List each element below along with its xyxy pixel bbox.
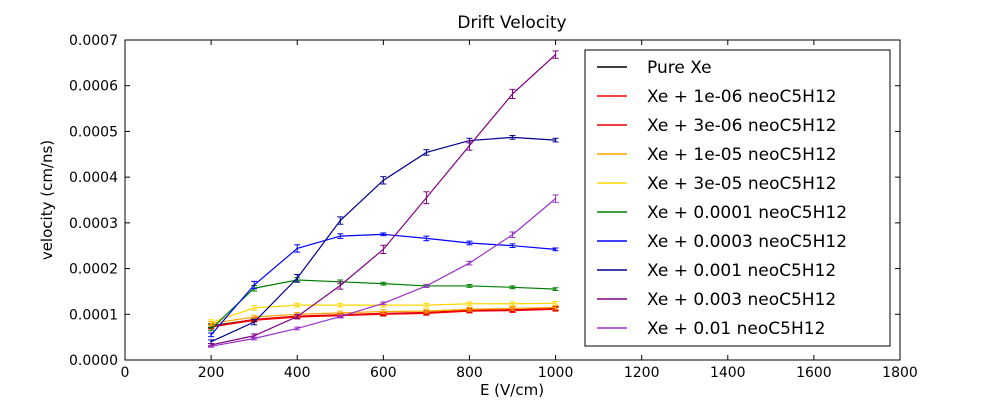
y-tick-label: 0.0004 (69, 170, 118, 186)
data-point (210, 334, 212, 336)
legend-label: Xe + 0.001 neoC5H12 (647, 261, 836, 281)
plot-area: 0 200 400 600 800 1000 1200 1400 1600 1800 0.0000 0… (69, 33, 918, 381)
data-point (554, 53, 557, 56)
plot-frame (124, 39, 901, 361)
x-tick-label: 0 (121, 365, 130, 381)
y-axis-label: velocity (cm/ns) (38, 140, 56, 260)
data-point (511, 244, 514, 247)
x-tick-label: 200 (198, 365, 225, 381)
chart-title: Drift Velocity (457, 13, 566, 33)
data-point (468, 144, 471, 147)
legend-label: Xe + 3e-06 neoC5H12 (647, 116, 837, 136)
x-tick-label: 1600 (796, 365, 832, 381)
data-point (382, 310, 385, 313)
data-point (339, 315, 342, 318)
data-point (425, 304, 428, 306)
data-point (511, 307, 514, 310)
y-tick-label: 0.0006 (69, 79, 118, 95)
y-tick-label: 0.0001 (69, 307, 118, 323)
series-line (211, 198, 556, 347)
y-tick-label: 0.0002 (69, 262, 118, 278)
data-point (339, 304, 342, 306)
legend-label: Xe + 3e-05 neoC5H12 (647, 174, 837, 194)
data-point (382, 179, 385, 182)
data-point (210, 321, 212, 324)
data-point (253, 284, 255, 286)
data-point (554, 302, 557, 305)
data-point (554, 139, 557, 141)
data-point (554, 197, 557, 200)
data-point (382, 282, 385, 285)
series-line (210, 54, 556, 346)
data-point (339, 284, 342, 287)
data-point (425, 310, 428, 312)
x-tick-label: 800 (456, 365, 483, 381)
data-point (382, 248, 385, 251)
data-point (425, 237, 428, 240)
y-tick-label: 0.0003 (69, 216, 118, 232)
legend-label: Xe + 0.01 neoC5H12 (647, 319, 825, 339)
y-tick-label: 0.0000 (69, 353, 118, 369)
legend-label: Xe + 0.0003 neoC5H12 (647, 232, 847, 252)
x-tick-label: 1200 (624, 365, 660, 381)
legend-label: Xe + 1e-06 neoC5H12 (647, 87, 837, 107)
data-point (554, 288, 557, 290)
data-point (253, 334, 255, 337)
data-point (339, 219, 342, 222)
data-point (468, 302, 471, 305)
data-point (468, 308, 471, 311)
legend-box (584, 49, 891, 347)
data-point (468, 242, 471, 244)
x-tick-label: 1400 (710, 365, 746, 381)
data-point (425, 196, 428, 199)
data-point (210, 328, 212, 330)
x-tick-label: 600 (370, 365, 397, 381)
data-point (339, 312, 342, 314)
data-point (253, 307, 255, 309)
legend-label: Xe + 0.003 neoC5H12 (647, 290, 836, 310)
data-point (253, 321, 255, 323)
x-tick-label: 1000 (538, 365, 574, 381)
data-point (296, 247, 299, 250)
data-point (511, 136, 514, 139)
x-axis-label: E (V/cm) (480, 381, 544, 399)
data-point (511, 93, 514, 95)
y-tick-label: 0.0007 (69, 33, 118, 49)
data-point (425, 285, 428, 287)
x-tick-label: 1800 (882, 365, 918, 381)
legend-label: Xe + 0.0001 neoC5H12 (647, 203, 847, 223)
data-point (382, 233, 385, 236)
data-point (253, 337, 255, 340)
data-point (468, 262, 471, 264)
data-point (339, 235, 342, 237)
legend-label: Xe + 1e-05 neoC5H12 (647, 145, 837, 165)
data-point (210, 345, 212, 348)
data-point (554, 248, 557, 251)
x-tick-label: 400 (284, 365, 311, 381)
data-point (468, 285, 471, 287)
data-point (382, 302, 385, 305)
data-point (296, 315, 299, 318)
data-point (511, 302, 514, 305)
data-point (511, 233, 514, 236)
data-point (425, 151, 428, 154)
data-point (296, 304, 299, 306)
y-tick-label: 0.0005 (69, 124, 118, 140)
data-point (296, 277, 299, 279)
data-point (296, 327, 299, 330)
data-point (511, 286, 514, 289)
data-point (210, 340, 212, 343)
data-point (253, 316, 255, 318)
legend: Pure Xe Xe + 1e-06 neoC5H12 Xe + 3e-06 neo… (584, 49, 891, 347)
data-point (554, 306, 557, 309)
legend-label: Pure Xe (647, 58, 712, 78)
